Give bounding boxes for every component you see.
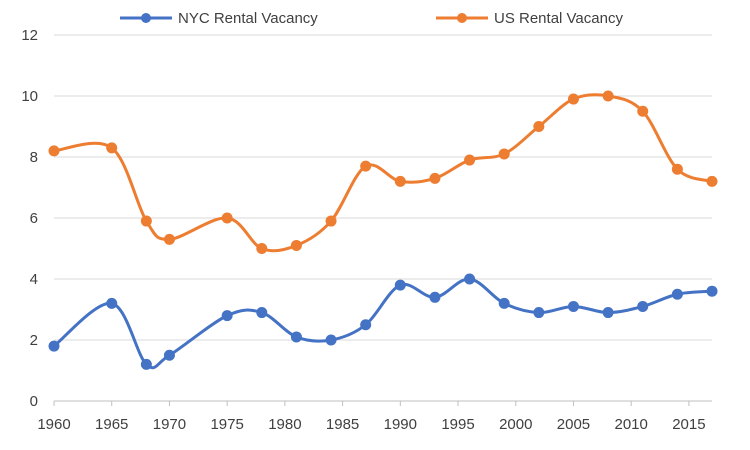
series-line-us	[52, 93, 714, 253]
x-tick-label-1980: 1980	[268, 416, 301, 433]
x-tick-label-1995: 1995	[441, 416, 474, 433]
data-point-nyc-1960[interactable]	[48, 340, 60, 352]
data-point-nyc-1975[interactable]	[221, 310, 233, 322]
x-tick-label-1975: 1975	[210, 416, 243, 433]
gridlines	[53, 34, 712, 406]
data-point-nyc-1978[interactable]	[256, 307, 268, 319]
data-point-us-1978[interactable]	[256, 243, 268, 254]
y-tick-label-6: 6	[30, 210, 38, 227]
data-point-nyc-1970[interactable]	[163, 349, 175, 361]
data-point-us-1965[interactable]	[106, 142, 118, 154]
data-point-nyc-2002[interactable]	[533, 307, 545, 319]
legend-marker-nyc	[141, 13, 151, 23]
data-point-us-1960[interactable]	[48, 145, 60, 157]
data-point-nyc-2014[interactable]	[671, 288, 683, 300]
x-tick-label-1965: 1965	[95, 416, 128, 433]
data-point-us-1984[interactable]	[325, 215, 337, 227]
x-tick-label-2005: 2005	[557, 416, 590, 433]
data-point-nyc-2008[interactable]	[602, 307, 614, 319]
data-point-us-1993[interactable]	[429, 172, 441, 184]
data-point-us-2011[interactable]	[637, 105, 649, 117]
y-tick-label-12: 12	[21, 27, 38, 44]
y-tick-label-4: 4	[30, 271, 38, 288]
x-tick-label-1970: 1970	[153, 416, 186, 433]
data-point-nyc-1981[interactable]	[290, 331, 302, 343]
data-point-nyc-1968[interactable]	[140, 358, 152, 370]
x-axis-tick-labels: 1960 1965 1970 1975 1980 1985 1990 1995 2000 2005…	[37, 416, 705, 433]
x-tick-label-1960: 1960	[37, 416, 70, 433]
data-point-us-1975[interactable]	[221, 212, 233, 224]
legend: NYC Rental Vacancy US Rental Vacancy	[120, 10, 623, 27]
data-point-us-1999[interactable]	[498, 148, 510, 160]
data-point-nyc-1993[interactable]	[429, 291, 441, 303]
x-tick-label-2010: 2010	[615, 416, 648, 433]
data-point-nyc-1987[interactable]	[360, 319, 372, 331]
data-point-nyc-1965[interactable]	[106, 297, 118, 309]
legend-marker-us	[457, 13, 467, 23]
data-point-nyc-2005[interactable]	[567, 300, 579, 312]
y-tick-label-10: 10	[21, 88, 38, 105]
data-point-us-1968[interactable]	[140, 215, 152, 227]
legend-label-nyc: NYC Rental Vacancy	[178, 10, 318, 27]
x-tick-label-1985: 1985	[326, 416, 359, 433]
data-point-us-1970[interactable]	[163, 233, 175, 245]
x-tick-label-2000: 2000	[499, 416, 532, 433]
data-point-nyc-1999[interactable]	[498, 297, 510, 309]
legend-item-us[interactable]: US Rental Vacancy	[436, 10, 623, 27]
series-line-nyc	[52, 277, 714, 370]
data-point-us-1981[interactable]	[290, 239, 302, 251]
data-point-nyc-2011[interactable]	[637, 300, 649, 312]
data-point-us-1987[interactable]	[360, 160, 372, 172]
data-point-us-2017[interactable]	[706, 175, 718, 187]
data-point-us-1990[interactable]	[394, 175, 406, 187]
data-point-us-1996[interactable]	[464, 154, 476, 166]
y-tick-label-2: 2	[30, 332, 38, 349]
y-tick-label-0: 0	[30, 393, 38, 410]
data-point-nyc-2017[interactable]	[706, 285, 718, 297]
data-point-us-2002[interactable]	[533, 121, 545, 132]
data-point-us-2014[interactable]	[671, 163, 683, 175]
data-point-us-2008[interactable]	[602, 90, 614, 102]
series-markers	[48, 90, 718, 370]
data-point-nyc-1990[interactable]	[394, 279, 406, 291]
y-axis-tick-labels: 0 2 4 6 8 10 12	[21, 27, 38, 410]
x-tick-label-1990: 1990	[384, 416, 417, 433]
x-tick-label-2015: 2015	[672, 416, 705, 433]
data-point-nyc-1996[interactable]	[464, 273, 476, 285]
series-lines	[52, 93, 714, 370]
y-tick-label-8: 8	[30, 149, 38, 166]
data-point-us-2005[interactable]	[567, 93, 579, 105]
data-point-nyc-1984[interactable]	[325, 334, 337, 346]
legend-item-nyc[interactable]: NYC Rental Vacancy	[120, 10, 318, 27]
legend-label-us: US Rental Vacancy	[494, 10, 623, 27]
